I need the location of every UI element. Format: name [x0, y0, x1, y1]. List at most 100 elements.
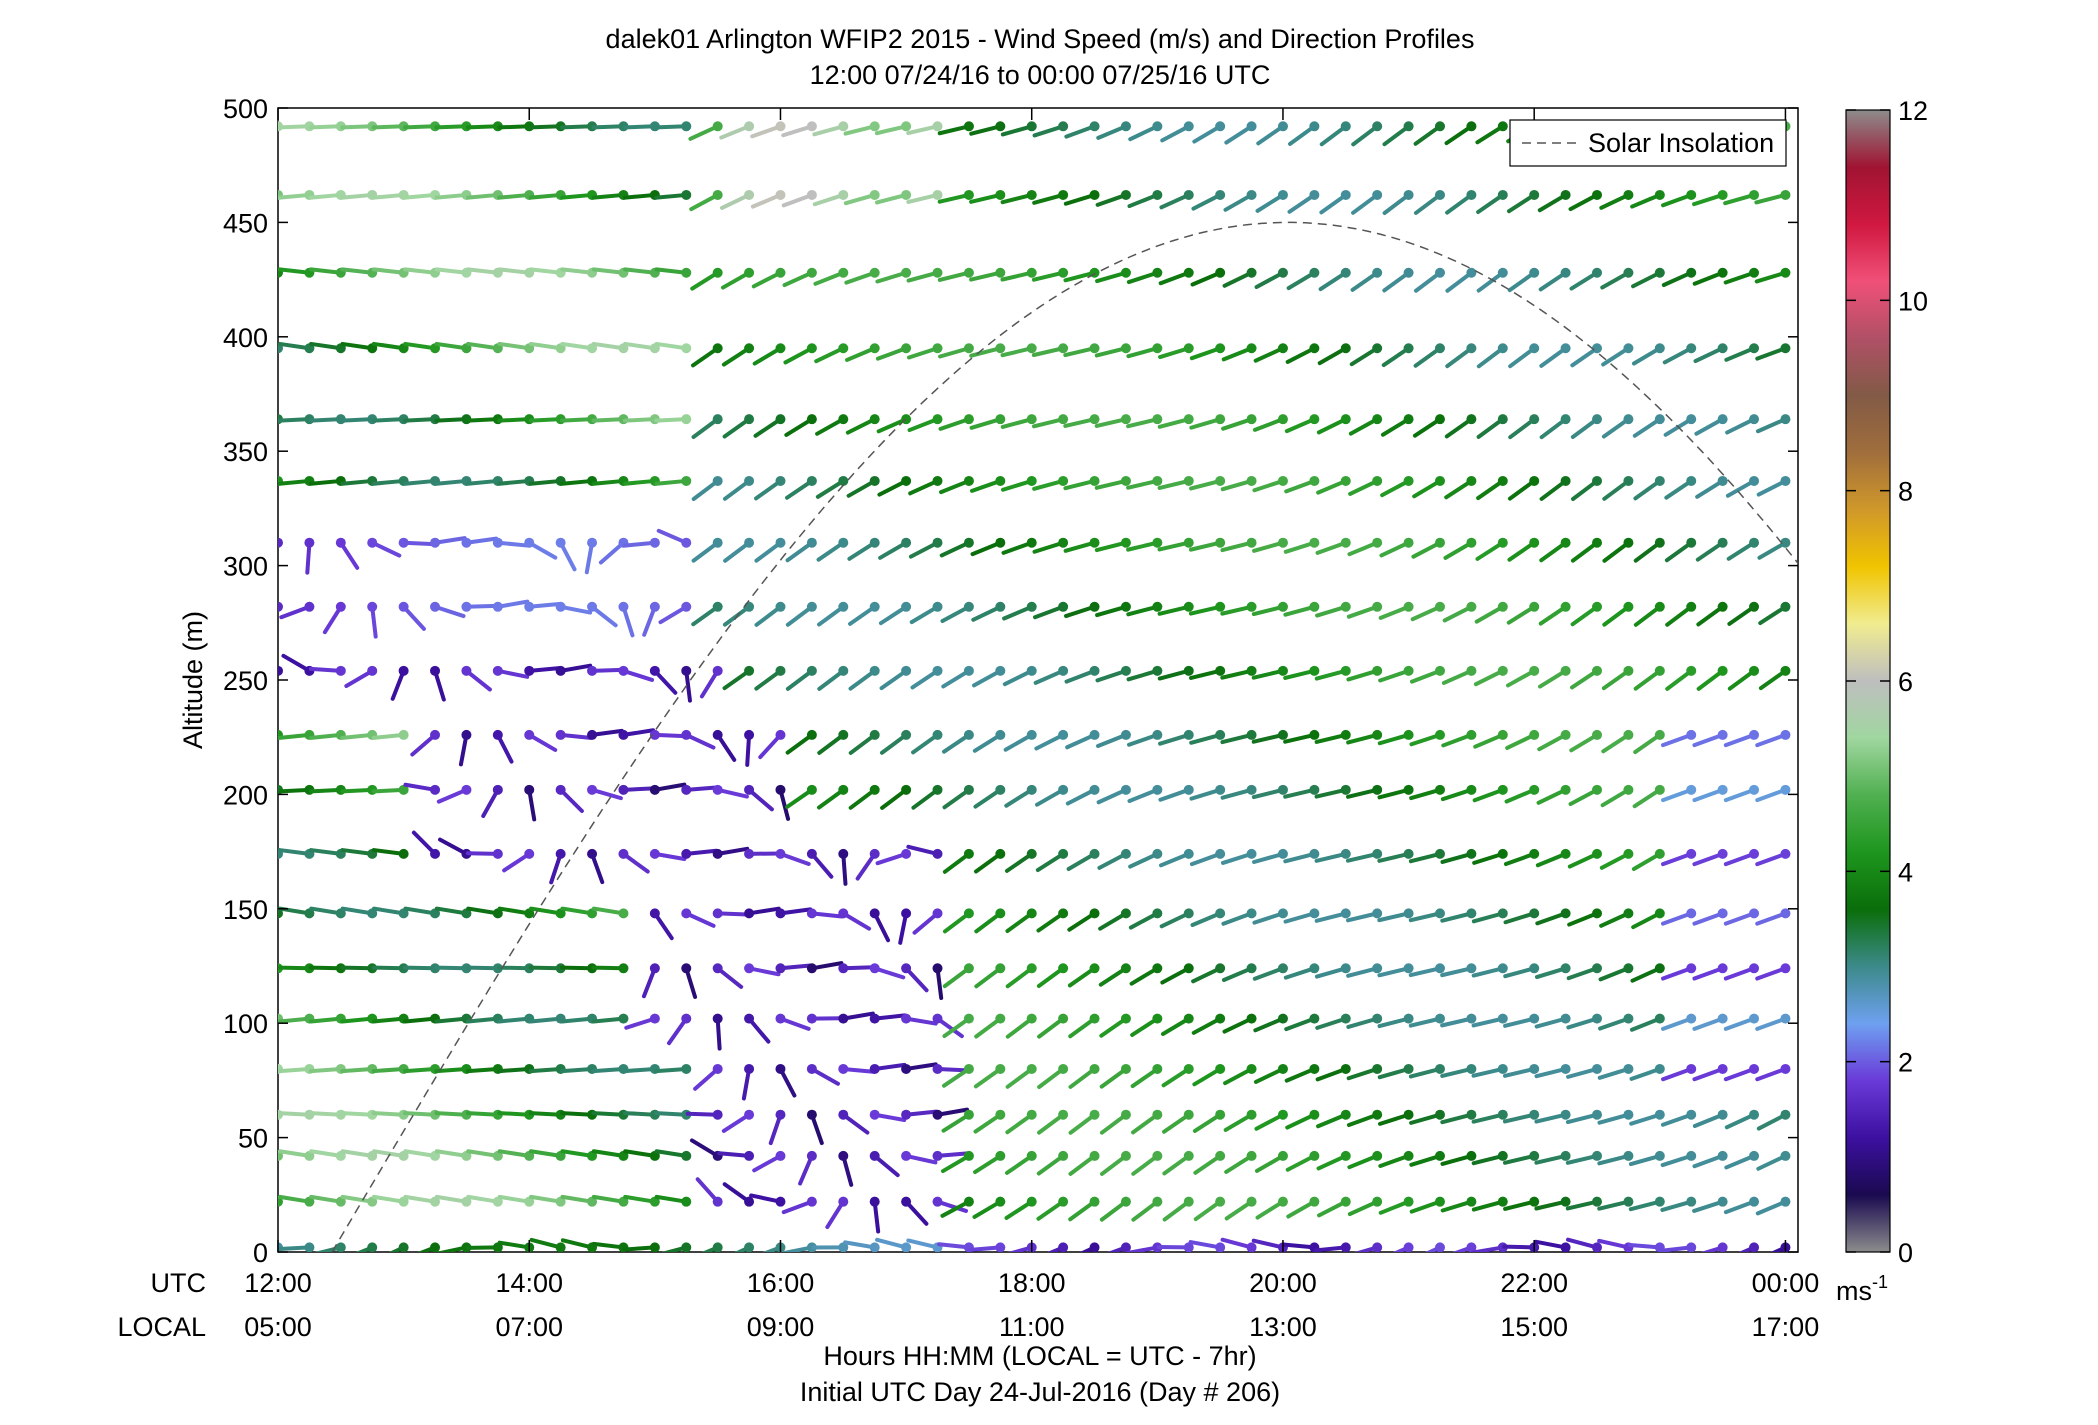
- wind-barb-shaft: [1633, 540, 1662, 563]
- wind-barb-dot: [1058, 1242, 1069, 1252]
- wind-barb-dot: [1152, 908, 1163, 919]
- wind-barb-shaft: [1220, 668, 1254, 680]
- wind-barb: [1393, 1242, 1414, 1252]
- wind-barb-dot: [1466, 414, 1477, 425]
- wind-barb-dot: [1592, 1063, 1603, 1074]
- wind-barb-shaft: [1539, 478, 1568, 501]
- wind-barb: [1723, 1063, 1760, 1082]
- colorbar-tick-label: 12: [1898, 96, 1928, 126]
- wind-barb: [1157, 537, 1194, 552]
- wind-barb-dot: [1403, 414, 1414, 425]
- wind-barb: [906, 189, 943, 204]
- wind-barb: [875, 343, 912, 361]
- wind-barb-shaft: [1096, 124, 1128, 140]
- wind-barb-dot: [963, 414, 974, 425]
- wind-barb-dot: [1183, 189, 1194, 200]
- wind-barb-dot: [430, 784, 441, 795]
- wind-barb-shaft: [825, 1199, 846, 1230]
- wind-barb: [278, 1149, 315, 1161]
- wind-barb-dot: [1654, 343, 1665, 354]
- wind-barb-shaft: [355, 1245, 375, 1252]
- wind-barb: [1191, 963, 1226, 984]
- wind-barb-dot: [1089, 1196, 1100, 1207]
- wind-barb-shaft: [941, 1153, 971, 1174]
- wind-barb: [1724, 1109, 1760, 1130]
- wind-barb-dot: [995, 537, 1006, 548]
- wind-barb-dot: [1026, 475, 1037, 486]
- wind-barb-shaft: [723, 540, 752, 563]
- wind-barb-shaft: [1007, 1245, 1034, 1252]
- wind-barb: [798, 1150, 817, 1186]
- wind-barb: [1631, 908, 1665, 930]
- wind-barb-dot: [744, 537, 755, 548]
- wind-barb-dot: [335, 908, 346, 919]
- wind-barb: [398, 537, 436, 548]
- wind-barb-dot: [555, 729, 566, 740]
- wind-barb: [1188, 601, 1226, 616]
- wind-barb: [1285, 1150, 1320, 1172]
- wind-barb: [1440, 1150, 1477, 1166]
- wind-barb-dot: [744, 343, 755, 354]
- wind-barb: [848, 665, 880, 691]
- wind-barb-shaft: [466, 1149, 500, 1158]
- wind-barb: [1633, 601, 1665, 627]
- wind-barb-shaft: [1471, 1199, 1505, 1212]
- wind-barb-dot: [1215, 537, 1226, 548]
- wind-barb-shaft: [879, 668, 909, 691]
- wind-barb-dot: [335, 537, 346, 548]
- wind-barb: [524, 601, 562, 612]
- wind-barb-shaft: [879, 732, 909, 755]
- wind-barb: [875, 848, 912, 866]
- wind-barb: [1068, 1109, 1100, 1135]
- wind-barb: [1504, 784, 1540, 804]
- wind-barb-shaft: [1632, 787, 1662, 809]
- wind-barb-shaft: [1346, 1066, 1380, 1081]
- wind-barb-shaft: [1412, 417, 1442, 438]
- wind-barb-shaft: [434, 1111, 469, 1117]
- wind-barb-dot: [1089, 121, 1100, 132]
- wind-barb: [1032, 189, 1069, 205]
- wind-barb-shaft: [1037, 1066, 1066, 1090]
- wind-barb-dot: [587, 601, 598, 612]
- wind-barb-shaft: [1314, 668, 1348, 681]
- wind-barb: [465, 848, 503, 859]
- wind-barb-dot: [1246, 848, 1257, 859]
- wind-barb: [466, 906, 503, 919]
- wind-barb-dot: [1340, 414, 1351, 425]
- wind-barb-shaft: [1660, 1112, 1694, 1127]
- wind-barb: [1413, 121, 1445, 146]
- wind-barb: [1095, 601, 1131, 618]
- wind-barb: [1723, 848, 1760, 867]
- wind-barb-dot: [335, 1196, 346, 1207]
- wind-barb: [1223, 189, 1257, 212]
- wind-barb: [1004, 1196, 1037, 1220]
- wind-barb-shaft: [1159, 192, 1191, 210]
- wind-barb: [1380, 414, 1414, 437]
- wind-barb: [811, 1242, 849, 1252]
- wind-barb-shaft: [1253, 1066, 1285, 1084]
- wind-barb: [1034, 729, 1069, 751]
- wind-barb-dot: [1497, 414, 1508, 425]
- wind-barb-shaft: [845, 417, 877, 435]
- wind-barb-dot: [775, 665, 786, 676]
- wind-barb-shaft: [904, 966, 929, 993]
- wind-barb: [1567, 908, 1603, 927]
- wind-barb: [1252, 908, 1288, 925]
- wind-barb: [1346, 729, 1383, 745]
- wind-barb-shaft: [497, 906, 532, 916]
- wind-barb: [1665, 601, 1697, 627]
- wind-barb-dot: [1058, 267, 1069, 278]
- wind-barb-dot: [430, 908, 441, 919]
- wind-barb-dot: [1466, 475, 1477, 486]
- wind-barb-dot: [932, 1109, 943, 1120]
- wind-barb-shaft: [434, 417, 469, 423]
- wind-barb-shaft: [1254, 1112, 1285, 1131]
- wind-barb-dot: [335, 601, 346, 612]
- wind-barb: [1253, 1013, 1288, 1033]
- wind-barb-dot: [1434, 784, 1445, 795]
- wind-barb-dot: [1403, 729, 1414, 740]
- wind-barb: [560, 906, 598, 919]
- wind-barb: [591, 1194, 629, 1207]
- wind-barb: [1725, 475, 1760, 498]
- wind-barb-dot: [1120, 414, 1131, 425]
